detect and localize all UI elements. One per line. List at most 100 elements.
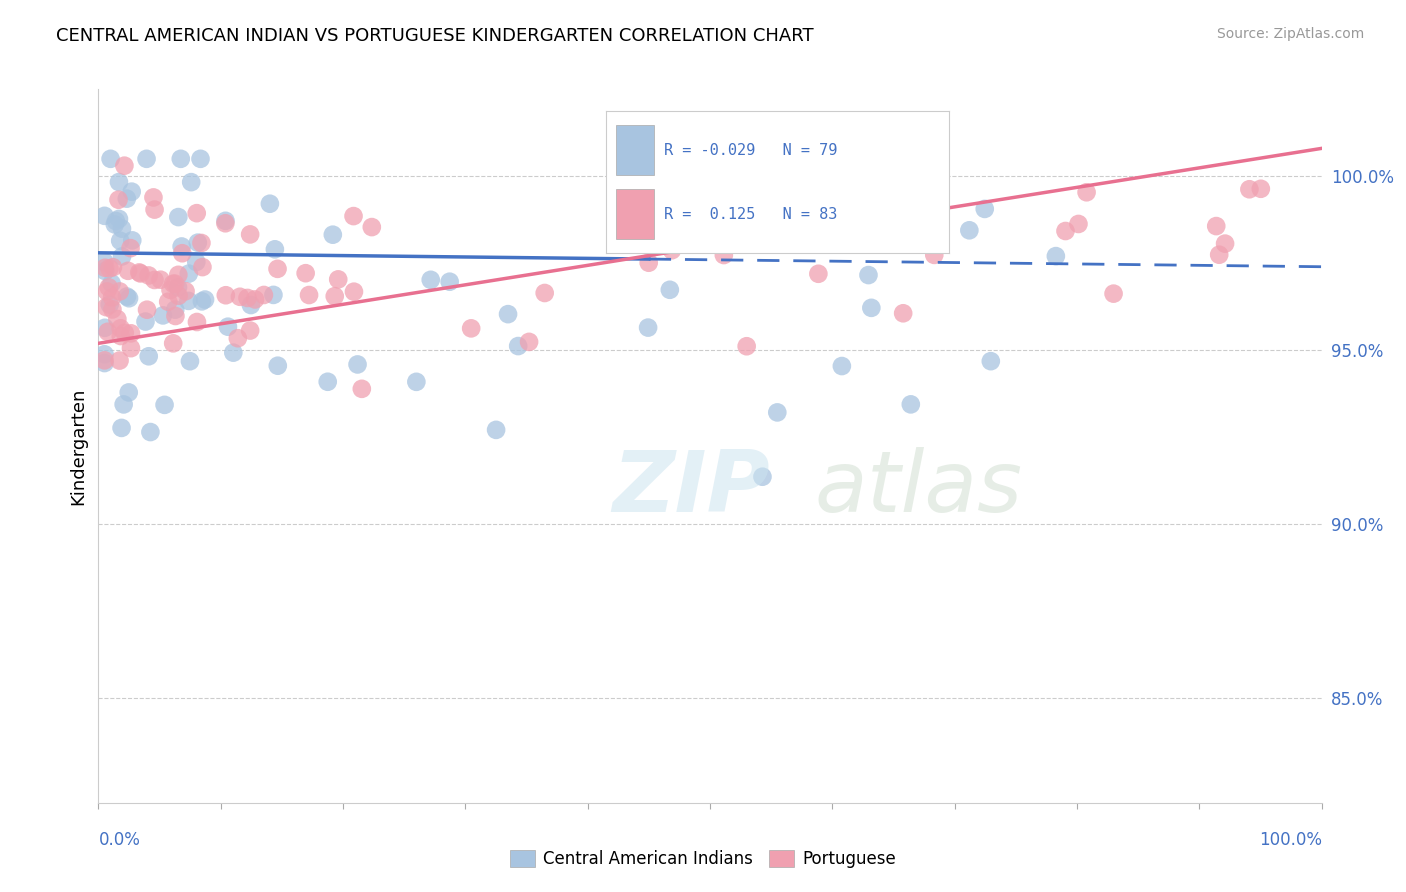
Point [97,325,120,339]
Point [138,349,160,363]
Point [485,423,508,437]
Point [118,385,141,400]
Point [1205,219,1227,233]
Point [138,268,160,283]
Point [323,289,346,303]
Point [186,315,208,329]
Point [239,324,262,338]
Point [94,260,117,275]
Point [851,214,873,228]
Point [105,312,128,326]
Text: 100.0%: 100.0% [1258,831,1322,849]
Point [1045,249,1067,263]
Point [322,227,344,242]
Point [101,260,124,275]
Point [94,264,117,278]
Point [191,260,214,274]
Text: CENTRAL AMERICAN INDIAN VS PORTUGUESE KINDERGARTEN CORRELATION CHART: CENTRAL AMERICAN INDIAN VS PORTUGUESE KI… [56,27,814,45]
Point [831,359,853,373]
Point [152,309,174,323]
Point [162,336,184,351]
Point [215,288,238,302]
Point [153,398,176,412]
Point [100,277,122,291]
Point [1239,182,1261,196]
Point [360,220,382,235]
Point [120,341,142,355]
Point [172,246,194,260]
Point [239,298,262,312]
Point [96,300,118,314]
Point [97,280,120,294]
Point [229,290,252,304]
Point [177,293,200,308]
Point [1054,224,1077,238]
Point [350,382,373,396]
Point [980,354,1002,368]
Point [120,241,142,255]
Point [807,267,830,281]
Point [96,285,118,299]
Point [114,326,136,340]
Legend: Central American Indians, Portuguese: Central American Indians, Portuguese [503,843,903,875]
Point [780,232,803,246]
Point [110,321,132,335]
Point [115,192,138,206]
Point [115,289,138,303]
Point [93,353,115,368]
Point [214,216,236,230]
Point [108,211,131,226]
Point [129,267,152,281]
Point [713,248,735,262]
Point [316,375,339,389]
Point [170,152,193,166]
Point [157,294,180,309]
Point [100,152,122,166]
Point [1250,182,1272,196]
Point [343,285,366,299]
Point [179,354,201,368]
Point [863,181,886,195]
Point [217,319,239,334]
Point [1076,186,1098,200]
Point [1067,217,1090,231]
Point [766,405,789,419]
Point [108,175,131,189]
Point [121,233,143,247]
Point [496,307,519,321]
Point [167,268,190,282]
Point [104,218,127,232]
Point [671,152,693,166]
Point [111,249,134,263]
Point [143,202,166,217]
Point [139,425,162,439]
Point [177,267,200,281]
Point [735,339,758,353]
Point [262,288,284,302]
Point [101,302,124,317]
Point [658,283,681,297]
Point [439,275,461,289]
Point [108,285,131,299]
Point [973,202,995,216]
Point [751,469,773,483]
Point [93,209,115,223]
Point [165,277,187,291]
Point [191,294,214,309]
Point [104,214,127,228]
Point [170,239,193,253]
Point [533,285,555,300]
Point [460,321,482,335]
Point [159,283,181,297]
Point [180,175,202,189]
Point [93,347,115,361]
Point [266,261,288,276]
Point [342,209,364,223]
Point [149,273,172,287]
Point [405,375,427,389]
Point [756,235,779,250]
Point [121,185,143,199]
Point [508,339,530,353]
Point [186,206,208,220]
Point [1213,236,1236,251]
